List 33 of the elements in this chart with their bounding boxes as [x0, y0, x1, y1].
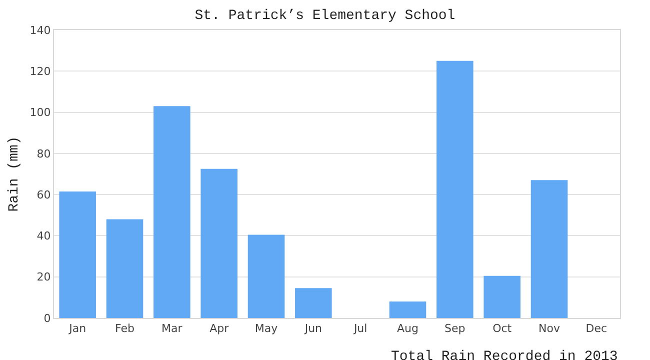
x-tick-label: Jun — [304, 322, 322, 336]
y-tick-label: 140 — [30, 24, 51, 37]
y-tick-label: 20 — [36, 270, 51, 284]
x-tick-label: Mar — [162, 322, 183, 336]
y-axis-title: Rain (mm) — [6, 136, 22, 212]
x-tick-label: Aug — [397, 322, 418, 336]
x-tick-label: Sep — [444, 322, 466, 336]
x-tick-label: Feb — [115, 322, 134, 336]
y-tick-label: 100 — [30, 106, 51, 120]
x-tick-label: Dec — [586, 322, 608, 336]
x-tick-label: Nov — [538, 322, 560, 336]
y-tick-label: 80 — [36, 147, 51, 160]
y-tick-label: 0 — [44, 312, 51, 325]
bar — [59, 191, 96, 318]
bar — [200, 168, 238, 318]
bar — [295, 288, 332, 318]
bar — [530, 180, 568, 318]
bar — [436, 60, 474, 318]
bar — [154, 106, 190, 318]
bar — [106, 219, 144, 318]
bar — [389, 302, 426, 318]
bar — [484, 276, 520, 318]
chart-title: St. Patrick’s Elementary School — [194, 8, 456, 24]
y-tick-label: 40 — [36, 230, 51, 243]
x-tick-label: Jan — [68, 322, 86, 336]
x-tick-label: Oct — [492, 322, 512, 336]
x-tick-label: Jul — [352, 322, 368, 336]
y-tick-label: 120 — [30, 64, 51, 78]
x-tick-label: Apr — [210, 322, 230, 336]
y-tick-label: 60 — [36, 188, 51, 202]
bar — [248, 234, 285, 318]
x-axis-title: Total Rain Recorded in 2013 — [391, 349, 618, 360]
x-tick-label: May — [254, 322, 278, 336]
